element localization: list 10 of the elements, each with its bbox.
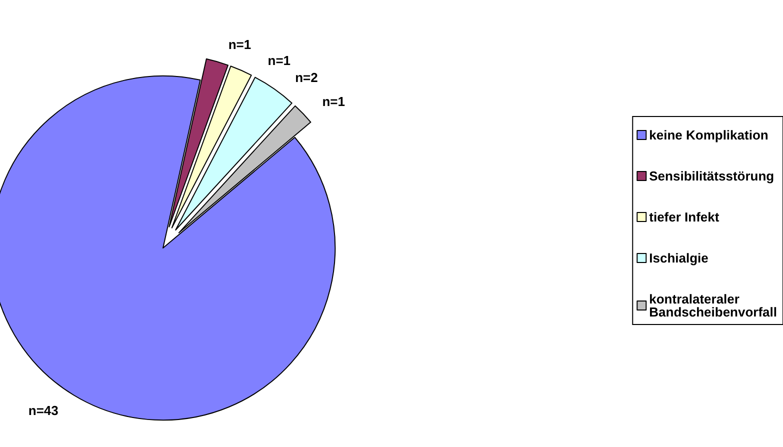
legend-label: Ischialgie bbox=[649, 250, 708, 266]
data-label: n=1 bbox=[322, 94, 345, 109]
legend-label: Sensibilitätsstörung bbox=[649, 168, 774, 184]
legend-label: kontralateraler Bandscheibenvorfall bbox=[649, 292, 778, 320]
data-label: n=2 bbox=[295, 70, 318, 85]
legend-label: keine Komplikation bbox=[649, 128, 768, 142]
data-label: n=1 bbox=[268, 52, 291, 68]
legend-label: tiefer Infekt bbox=[649, 210, 720, 224]
data-label: n=43 bbox=[28, 403, 58, 418]
data-label: n=1 bbox=[228, 36, 252, 52]
